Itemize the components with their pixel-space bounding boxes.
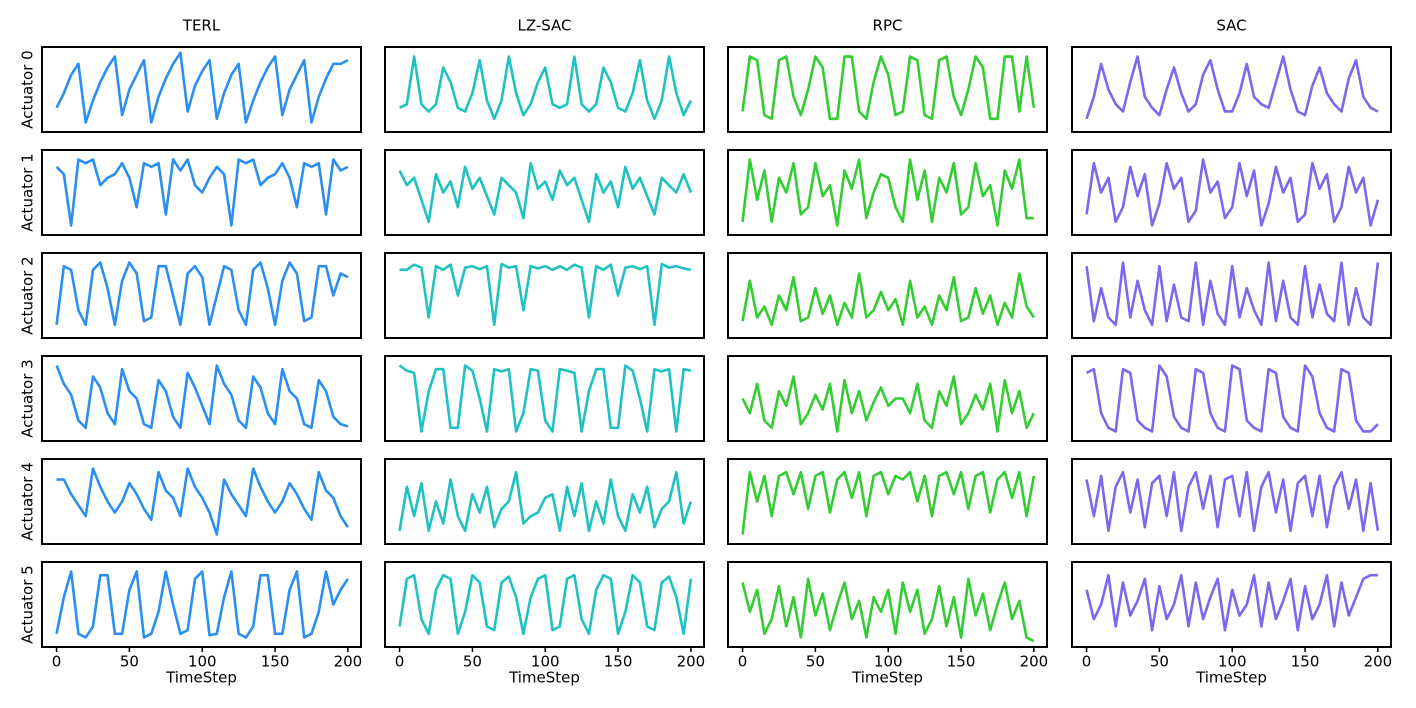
axes-frame [41,355,362,442]
axes-frame [1071,46,1392,133]
data-line [741,272,1035,327]
data-line [398,161,693,224]
data-line [55,570,349,639]
x-tick-label: 150 [604,653,633,671]
axes-frame [41,252,362,339]
axes-frame [41,149,362,236]
subplot-title: RPC [873,17,903,35]
x-tick-label: 50 [1150,653,1169,671]
x-axis-label: TimeStep [851,669,923,687]
x-axis-label: TimeStep [165,669,237,687]
axes-frame [1071,355,1392,442]
x-tick-label: 50 [463,653,482,671]
data-line [399,262,692,327]
axes-frame [1071,458,1392,545]
data-line [398,55,693,121]
data-line [55,51,349,124]
x-axis-label: TimeStep [508,669,580,687]
axes-frame [727,252,1048,339]
x-tick-label: 0 [1082,653,1092,671]
data-line [55,158,349,227]
x-tick-label: 150 [1291,653,1320,671]
x-tick-label: 100 [188,653,217,671]
axes-frame [41,46,362,133]
x-axis-label: TimeStep [1195,669,1267,687]
subplot-title: TERL [182,17,221,35]
data-line [1085,470,1380,533]
axes-frame [727,355,1048,442]
x-tick-label: 100 [1218,653,1247,671]
axes-frame [1071,149,1392,236]
data-line [55,364,349,430]
axes-frame [1071,252,1392,339]
data-line [1085,364,1379,433]
axes-frame [384,458,705,545]
data-line [398,470,693,533]
x-tick-label: 200 [334,653,363,671]
axes-frame [727,46,1048,133]
data-line [741,55,1036,121]
subplot-title: LZ-SAC [517,17,571,35]
x-tick-label: 100 [874,653,903,671]
y-axis-label: Actuator 3 [19,359,37,437]
data-line [741,470,1036,535]
axes-frame [384,252,705,339]
data-line [741,158,1034,227]
data-line [741,375,1036,433]
data-line [741,577,1035,643]
data-line [56,467,349,536]
axes-frame [384,149,705,236]
data-line [1085,261,1380,327]
y-axis-label: Actuator 4 [19,462,37,540]
x-tick-label: 0 [395,653,405,671]
axes-frame [41,458,362,545]
data-line [1085,158,1380,227]
x-tick-label: 100 [531,653,560,671]
x-tick-label: 150 [261,653,290,671]
x-tick-label: 200 [1364,653,1393,671]
y-axis-label: Actuator 5 [19,565,37,643]
y-axis-label: Actuator 2 [19,256,37,334]
data-line [1085,55,1379,120]
x-tick-label: 200 [677,653,706,671]
axes-frame [727,458,1048,545]
axes-frame [384,46,705,133]
x-tick-label: 50 [806,653,825,671]
subplot-title: SAC [1216,17,1246,35]
x-tick-label: 150 [947,653,976,671]
y-axis-label: Actuator 1 [19,153,37,231]
y-axis-label: Actuator 0 [19,50,37,128]
data-line [55,261,349,327]
x-tick-label: 0 [52,653,62,671]
axes-frame [384,355,705,442]
data-line [1085,573,1378,632]
x-tick-label: 50 [120,653,139,671]
data-line [398,573,693,636]
x-tick-label: 200 [1020,653,1049,671]
x-tick-label: 0 [738,653,748,671]
data-line [398,364,692,433]
axes-frame [727,149,1048,236]
